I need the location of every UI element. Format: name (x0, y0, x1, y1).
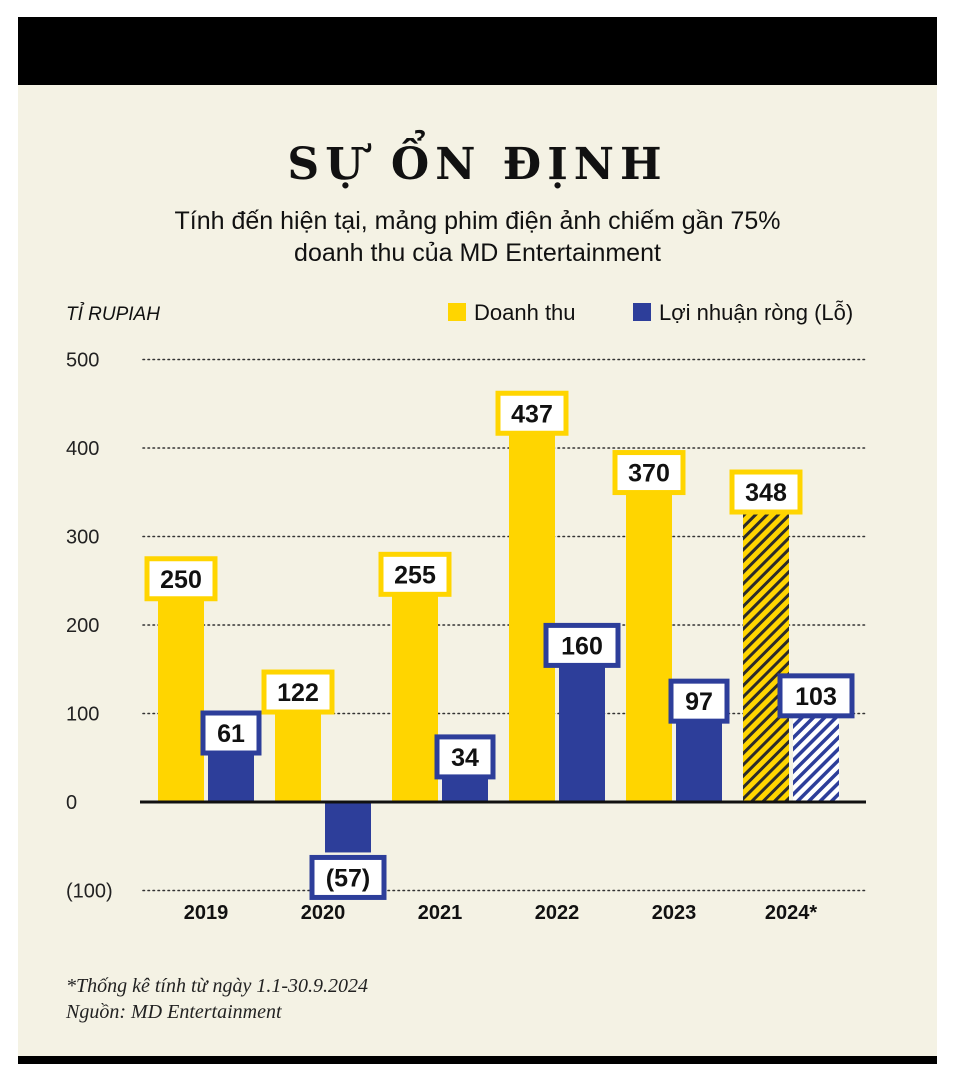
revenue-value-label-box (612, 450, 686, 496)
revenue-bar (392, 576, 438, 802)
profit-value-label-box (668, 678, 730, 724)
profit-bar (325, 802, 371, 853)
revenue-bar (626, 474, 672, 802)
profit-value-label-box (543, 622, 621, 668)
chart-subtitle-line-1: Tính đến hiện tại, mảng phim điện ảnh ch… (174, 207, 781, 235)
profit-bar (676, 716, 722, 802)
x-tick-label: 2020 (301, 902, 346, 924)
profit-value-label-box (434, 734, 496, 780)
top-black-bar (18, 17, 937, 85)
revenue-value-label-box (144, 556, 218, 602)
footnote-note: *Thống kê tính từ ngày 1.1-30.9.2024 (66, 975, 368, 997)
profit-value-label: 160 (561, 632, 603, 660)
revenue-value-label: 348 (745, 479, 787, 507)
chart-title: SỰ ỔN ĐỊNH (287, 139, 668, 190)
revenue-value-label: 437 (511, 400, 553, 428)
profit-value-label: 34 (451, 744, 479, 772)
profit-value-label-box (309, 854, 387, 900)
revenue-value-label-box (378, 551, 452, 597)
revenue-value-label-box (729, 469, 803, 515)
x-tick-label: 2024* (765, 902, 817, 924)
y-tick-label: 200 (66, 615, 99, 637)
revenue-value-label: 122 (277, 679, 319, 707)
footnote: *Thống kê tính từ ngày 1.1-30.9.2024 Ngu… (66, 973, 368, 1025)
revenue-value-label: 255 (394, 561, 436, 589)
bottom-black-bar (18, 1056, 937, 1064)
revenue-value-label-box (261, 669, 335, 715)
y-tick-label: 500 (66, 350, 99, 372)
revenue-value-label: 250 (160, 566, 202, 594)
footnote-source: Nguồn: MD Entertainment (66, 1001, 282, 1023)
x-tick-label: 2023 (652, 902, 697, 924)
legend-swatch (448, 303, 466, 321)
profit-bar (208, 748, 254, 802)
revenue-bar (509, 415, 555, 802)
revenue-value-label: 370 (628, 460, 670, 488)
chart-subtitle-line-2: doanh thu của MD Entertainment (294, 239, 661, 267)
y-tick-label: 400 (66, 438, 99, 460)
legend-label: Lợi nhuận ròng (Lỗ) (659, 300, 853, 325)
bar-chart: 500 400 300 200 100 0 (100) TỈ RUPIAH 2019 2020 2… (66, 300, 869, 924)
profit-bar (793, 710, 839, 802)
profit-value-label: 97 (685, 688, 713, 716)
chart-panel: SỰ ỔN ĐỊNH Tính đến hiện tại, mảng phim … (18, 17, 937, 1064)
revenue-bar (743, 494, 789, 802)
y-tick-label: (100) (66, 881, 113, 903)
profit-value-label: 61 (217, 720, 245, 748)
profit-value-label-box (777, 673, 855, 719)
profit-value-label-box (200, 710, 262, 756)
legend-swatch (633, 303, 651, 321)
y-axis-label: TỈ RUPIAH (66, 303, 160, 325)
legend-label: Doanh thu (474, 300, 576, 325)
x-tick-label: 2021 (418, 902, 463, 924)
profit-value-label: (57) (326, 864, 370, 892)
x-tick-label: 2019 (184, 902, 229, 924)
profit-value-label: 103 (795, 683, 837, 711)
x-tick-label: 2022 (535, 902, 580, 924)
y-tick-label: 0 (66, 792, 77, 814)
revenue-bar (158, 580, 204, 802)
revenue-value-label-box (495, 390, 569, 436)
y-tick-label: 100 (66, 704, 99, 726)
profit-bar (559, 660, 605, 802)
y-tick-label: 300 (66, 527, 99, 549)
